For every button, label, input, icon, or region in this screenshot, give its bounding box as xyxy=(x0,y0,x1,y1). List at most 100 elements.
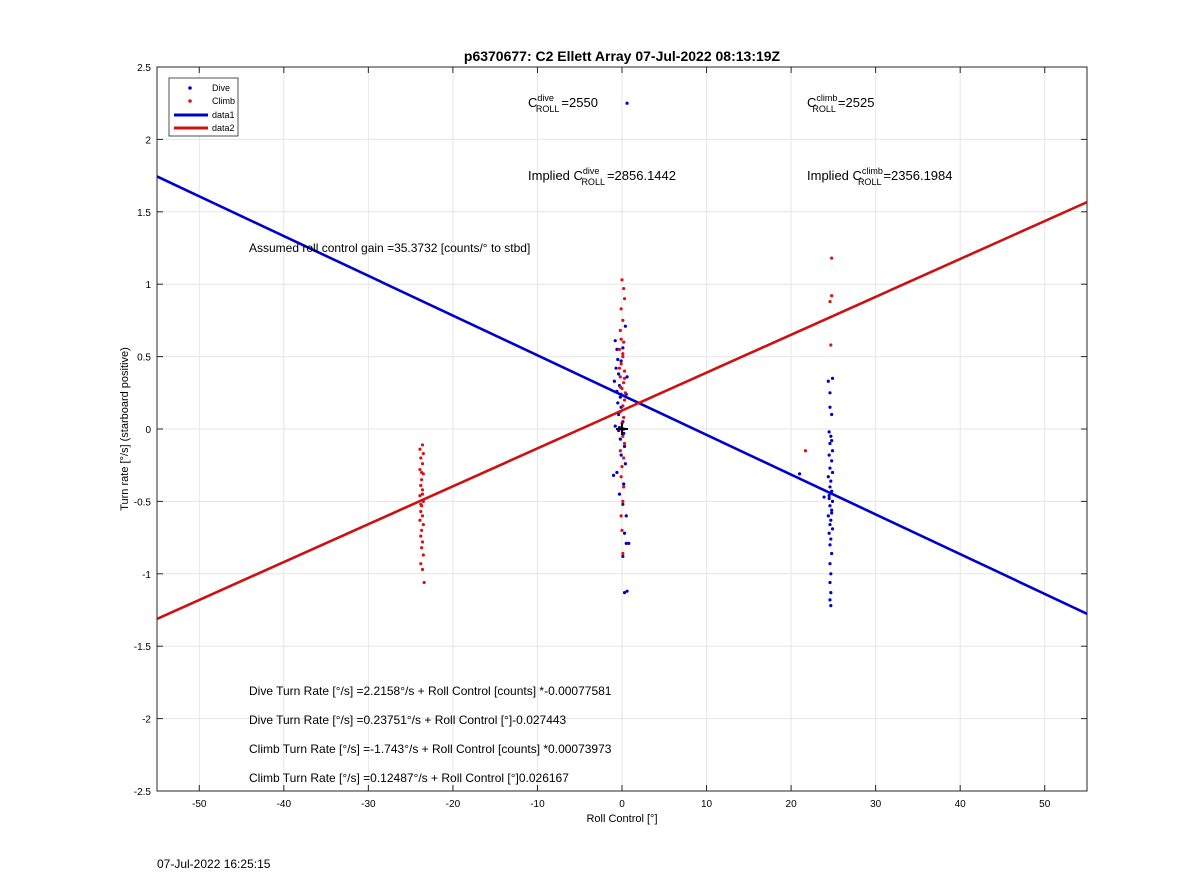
climb-point xyxy=(418,494,422,498)
dive-point xyxy=(623,462,627,466)
climb-point xyxy=(420,470,424,475)
climb-point xyxy=(617,347,622,351)
climb-point xyxy=(420,514,425,518)
climb-point xyxy=(623,391,627,395)
climb-point xyxy=(420,546,424,550)
legend-box xyxy=(168,77,239,137)
climb-point xyxy=(621,551,625,556)
climb-point xyxy=(418,447,422,451)
dive-point xyxy=(612,379,616,383)
x-tick-label: -40 xyxy=(277,799,292,810)
climb-point xyxy=(420,462,425,466)
climb-point xyxy=(420,478,424,482)
x-axis-ticks: -50 -40 -30 -20 -10 0 10 20 30 40 50 xyxy=(192,67,1051,810)
dive-point xyxy=(617,492,622,496)
dive-point xyxy=(822,495,826,499)
y-tick-label: 0.5 xyxy=(137,353,151,364)
climb-point xyxy=(622,485,626,489)
climb-point xyxy=(419,456,423,460)
climb-point xyxy=(618,375,622,379)
dive-point xyxy=(830,438,834,443)
series-climb xyxy=(418,256,834,585)
climb-point xyxy=(419,509,423,514)
dive-point xyxy=(829,434,833,438)
dive-point xyxy=(624,514,628,518)
climb-point xyxy=(419,534,423,538)
roll-gain-annotation: Assumed roll control gain =35.3732 [coun… xyxy=(249,241,530,255)
dive-point xyxy=(828,485,832,489)
x-tick-label: -20 xyxy=(446,799,461,810)
dive-point xyxy=(625,589,629,593)
climb-point xyxy=(622,381,626,385)
climb-point xyxy=(619,514,623,518)
y-tick-label: 1.5 xyxy=(137,208,151,219)
climb-point xyxy=(618,449,622,453)
legend: Dive Climb data1 data2 xyxy=(168,77,239,137)
x-axis-label: Roll Control [°] xyxy=(586,813,657,825)
dive-point xyxy=(829,572,833,576)
x-tick-label: -30 xyxy=(361,799,376,810)
dive-point xyxy=(830,527,835,531)
y-tick-label: 0 xyxy=(145,425,151,436)
dive-point xyxy=(616,401,620,405)
dive-point xyxy=(829,537,833,541)
dive-point xyxy=(828,466,832,470)
dive-point xyxy=(624,541,628,545)
x-tick-label: 0 xyxy=(619,799,625,810)
climb-point xyxy=(620,465,624,469)
dive-point xyxy=(827,453,831,457)
dive-point xyxy=(828,504,832,508)
climb-point xyxy=(621,404,625,408)
dive-point xyxy=(617,372,621,376)
climb-point xyxy=(617,366,622,370)
climb-point xyxy=(621,499,625,503)
climb-point xyxy=(618,328,622,333)
y-tick-label: -2.5 xyxy=(134,787,152,798)
dive-point xyxy=(625,101,629,105)
dive-point xyxy=(797,472,802,476)
dive-point xyxy=(830,508,834,512)
dive-point xyxy=(829,479,833,483)
dive-point xyxy=(830,470,835,475)
dive-point xyxy=(615,470,619,475)
data1-fit-line xyxy=(157,175,1087,615)
climb-point xyxy=(828,299,832,304)
legend-climb-label: Climb xyxy=(212,96,235,106)
climb-point xyxy=(421,522,425,527)
climb-point xyxy=(421,452,425,456)
dive-point xyxy=(828,441,832,446)
dive-point xyxy=(827,430,831,434)
dive-point xyxy=(622,591,627,595)
climb-point xyxy=(421,553,425,557)
legend-data2-label: data2 xyxy=(212,123,235,133)
dive-point xyxy=(830,412,834,417)
x-tick-label: 40 xyxy=(955,799,967,810)
climb-point xyxy=(422,580,426,585)
climb-point xyxy=(420,492,425,496)
y-axis-label: Turn rate [°/s] (starboard positive) xyxy=(119,347,131,511)
y-tick-label: -0.5 xyxy=(134,497,152,508)
climb-point xyxy=(420,528,424,532)
data2-fit-line xyxy=(157,200,1087,621)
climb-point xyxy=(620,278,624,282)
dive-point xyxy=(828,543,832,547)
dive-point xyxy=(826,379,830,383)
climb-point xyxy=(830,256,834,260)
climb-point xyxy=(420,540,425,544)
climb-point xyxy=(619,307,623,311)
dive-point xyxy=(625,375,629,379)
dive-point xyxy=(618,437,622,441)
dive-point xyxy=(830,459,834,463)
dive-point xyxy=(828,391,832,395)
x-tick-label: -50 xyxy=(192,799,207,810)
climb-point xyxy=(622,376,627,380)
y-axis-ticks: -2.5 -2 -1.5 -1 -0.5 0 0.5 1 1.5 2 2.5 xyxy=(134,63,1087,798)
climb-point xyxy=(622,398,627,402)
dive-point xyxy=(826,475,830,479)
y-tick-label: 2 xyxy=(145,135,151,146)
dive-point xyxy=(828,562,832,566)
x-tick-label: -10 xyxy=(530,799,545,810)
dive-point xyxy=(613,424,617,428)
climb-point xyxy=(621,434,625,438)
dive-point xyxy=(828,522,832,527)
